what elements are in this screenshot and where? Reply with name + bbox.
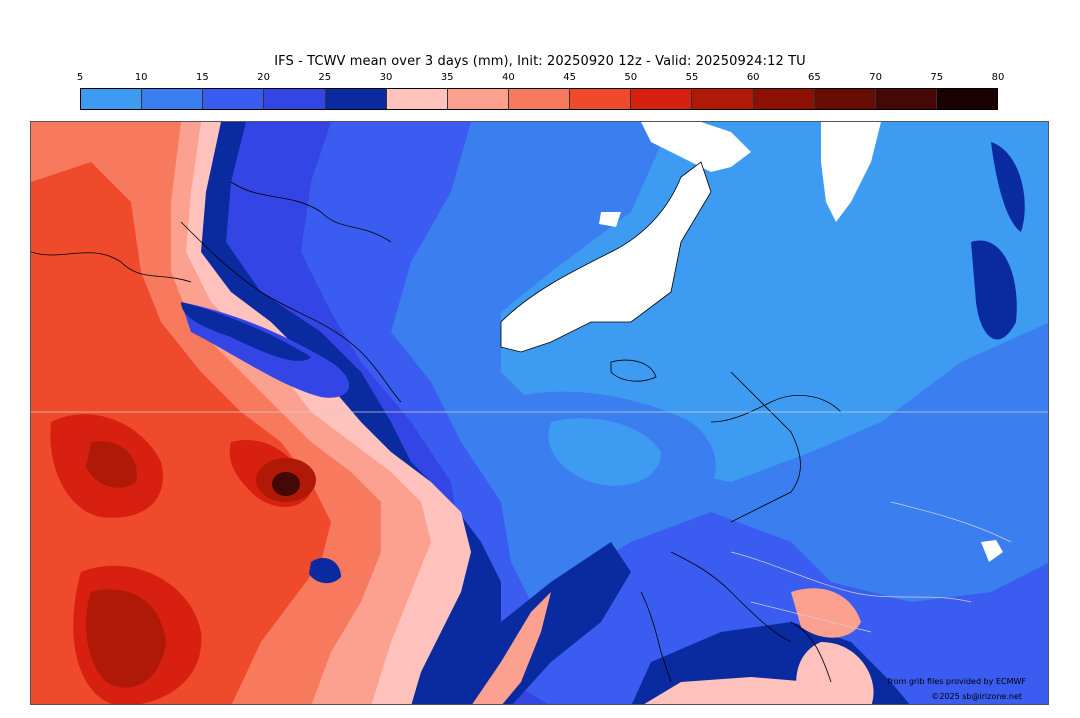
borders [31, 411, 1048, 633]
colorbar-segment [325, 89, 387, 109]
colorbar-tick: 20 [257, 72, 270, 83]
colorbar-segment [508, 89, 571, 109]
colorbar-tick: 50 [624, 72, 638, 83]
colorbar-segment [264, 89, 326, 109]
colorbar [80, 88, 998, 110]
svalbard-mask [641, 122, 751, 172]
colorbar-segment [875, 89, 937, 109]
colorbar-tick: 10 [134, 72, 148, 83]
coastlines [31, 161, 842, 683]
colorbar-tick-labels: 5 10 15 20 25 30 35 40 45 50 55 60 65 70 75 80 [0, 72, 1080, 86]
colorbar-tick: 55 [685, 72, 699, 83]
colorbar-segment [447, 89, 509, 109]
colorbar-segment [81, 89, 143, 109]
colorbar-tick: 30 [379, 72, 393, 83]
colorbar-tick: 35 [440, 72, 454, 83]
colorbar-tick: 75 [930, 72, 944, 83]
colorbar-tick: 40 [502, 72, 515, 83]
novaya-mask [821, 122, 881, 222]
colorbar-tick: 70 [869, 72, 882, 83]
colorbar-segment [142, 89, 204, 109]
source-credit: from grib files provided by ECMWF [887, 677, 1026, 686]
colorbar-tick: 65 [808, 72, 821, 83]
colorbar-tick: 15 [196, 72, 209, 83]
map-title: IFS - TCWV mean over 3 days (mm), Init: … [274, 54, 806, 69]
colorbar-segment [814, 89, 876, 109]
colorbar-segment [570, 89, 632, 109]
colorbar-segment [386, 89, 448, 109]
map-field [31, 122, 1048, 704]
greenland-mask [501, 162, 711, 352]
colorbar-segment [203, 89, 265, 109]
colorbar-segment [692, 89, 754, 109]
copyright-credit: ©2025 sb@irizone.net [931, 692, 1022, 701]
colorbar-segment [753, 89, 815, 109]
colorbar-tick: 25 [318, 72, 332, 83]
colorbar-tick: 45 [563, 72, 576, 83]
colorbar-tick: 5 [76, 72, 84, 83]
colorbar-tick: 80 [991, 72, 1005, 83]
colorbar-tick: 60 [746, 72, 760, 83]
colorbar-segment [631, 89, 693, 109]
tcwv-map[interactable]: from grib files provided by ECMWF ©2025 … [30, 121, 1049, 705]
colorbar-segment [936, 89, 998, 109]
